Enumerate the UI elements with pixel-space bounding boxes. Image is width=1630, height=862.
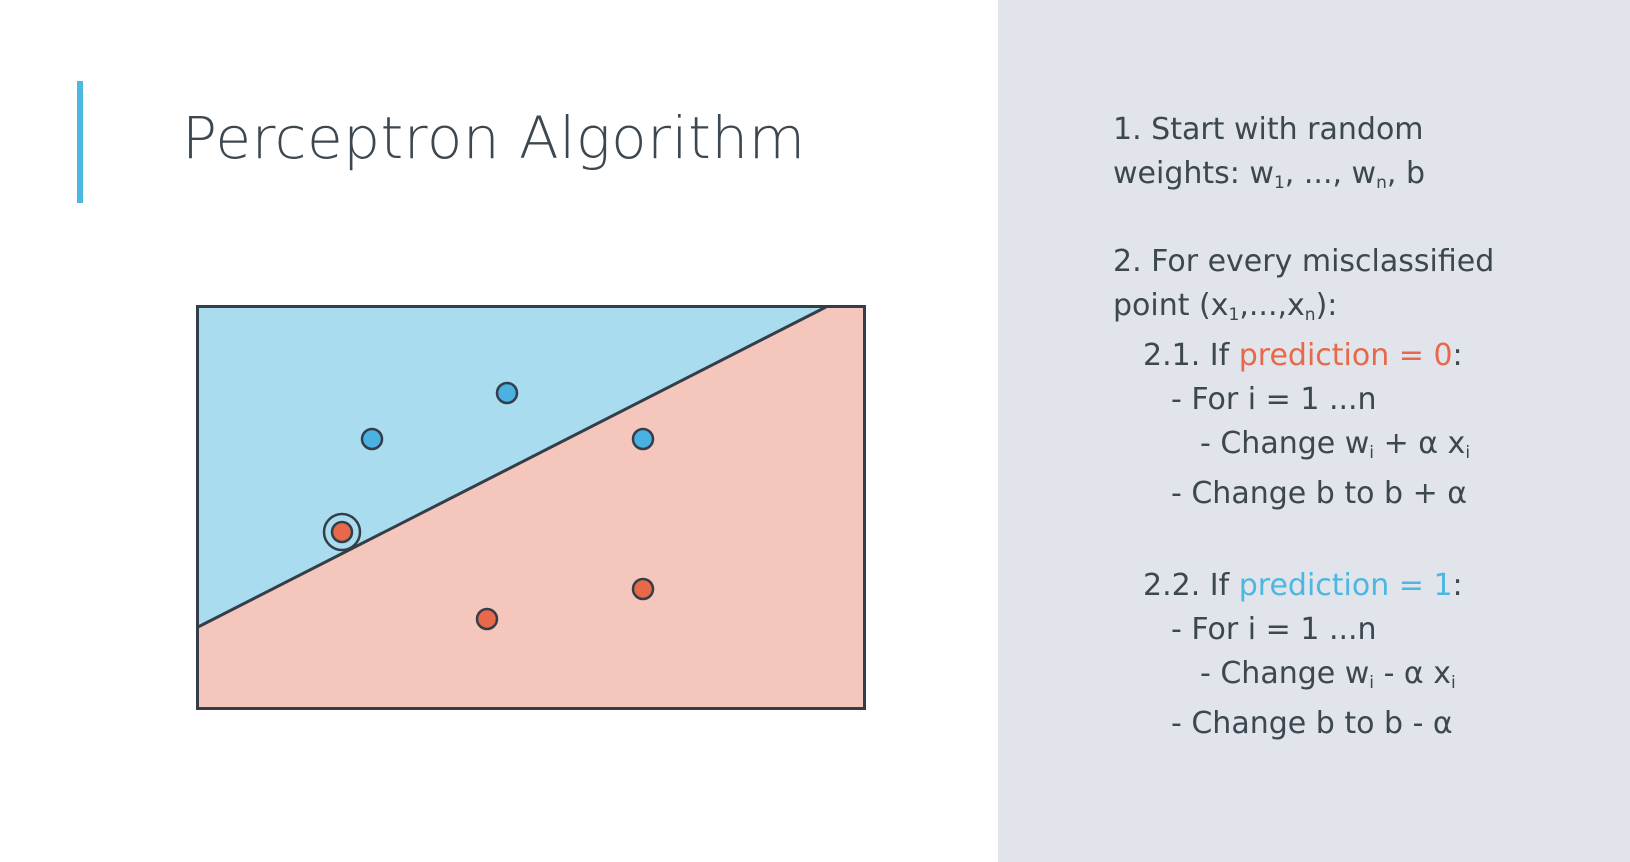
step1-weights-text: weights: w xyxy=(1113,156,1274,191)
step21-prediction-0: prediction = 0 xyxy=(1238,338,1453,373)
blue-point xyxy=(495,381,519,405)
step1-line2: weights: w1, ..., wn, b xyxy=(1113,152,1613,196)
title-accent-bar xyxy=(77,81,83,203)
diagram-border xyxy=(196,305,866,710)
subscript: i xyxy=(1369,673,1375,693)
step21-condition: 2.1. If prediction = 0: xyxy=(1113,334,1613,378)
step2-point-mid: ,...,x xyxy=(1239,288,1305,323)
subscript: n xyxy=(1304,305,1316,325)
subscript: i xyxy=(1465,443,1471,463)
step22-change-w: - Change wi - α xi xyxy=(1113,652,1613,696)
red-point xyxy=(475,607,499,631)
step21-prefix: 2.1. If xyxy=(1143,338,1239,373)
step1-line1: 1. Start with random xyxy=(1113,112,1424,147)
page-title: Perceptron Algorithm xyxy=(182,104,806,172)
change-w-text: - Change w xyxy=(1200,426,1370,461)
step21-for-loop: - For i = 1 ...n xyxy=(1171,382,1377,417)
step1-weights-post: , b xyxy=(1386,156,1425,191)
step2-point-post: ): xyxy=(1315,288,1338,323)
step22-condition: 2.2. If prediction = 1: xyxy=(1113,564,1613,608)
step2-line2: point (x1,...,xn): xyxy=(1113,284,1613,328)
step21-change-w: - Change wi + α xi xyxy=(1113,422,1613,466)
step22-prediction-1: prediction = 1 xyxy=(1238,568,1453,603)
step21-change-b: - Change b to b + α xyxy=(1171,476,1468,511)
change-w-mid: + α x xyxy=(1374,426,1466,461)
red-point-misclassified xyxy=(330,520,354,544)
step22-change-b: - Change b to b - α xyxy=(1171,706,1453,741)
step22-for-loop: - For i = 1 ...n xyxy=(1171,612,1377,647)
subscript: 1 xyxy=(1273,173,1285,193)
decision-boundary-line xyxy=(197,305,827,629)
step22-prefix: 2.2. If xyxy=(1143,568,1239,603)
blue-point xyxy=(631,427,655,451)
spacer xyxy=(1113,196,1613,240)
step21-colon: : xyxy=(1452,338,1463,373)
blue-point xyxy=(360,427,384,451)
step22-colon: : xyxy=(1452,568,1463,603)
algorithm-steps: 1. Start with random weights: w1, ..., w… xyxy=(1113,108,1613,746)
subscript: n xyxy=(1376,173,1387,193)
slide-right-panel: 1. Start with random weights: w1, ..., w… xyxy=(998,0,1630,862)
red-point xyxy=(631,577,655,601)
step2-line1: 2. For every misclassified xyxy=(1113,244,1495,279)
spacer xyxy=(1113,516,1613,564)
step1-weights-mid: , ..., w xyxy=(1284,156,1377,191)
perceptron-diagram xyxy=(196,305,866,710)
change-w-text: - Change w xyxy=(1200,656,1370,691)
subscript: i xyxy=(1451,673,1456,693)
subscript: i xyxy=(1369,443,1375,463)
step2-point-text: point (x xyxy=(1113,288,1229,323)
change-w-mid: - α x xyxy=(1374,656,1451,691)
red-region xyxy=(198,307,864,708)
misclassified-highlight-ring xyxy=(322,512,362,552)
subscript: 1 xyxy=(1228,305,1240,325)
slide-left-panel: Perceptron Algorithm xyxy=(77,81,866,710)
